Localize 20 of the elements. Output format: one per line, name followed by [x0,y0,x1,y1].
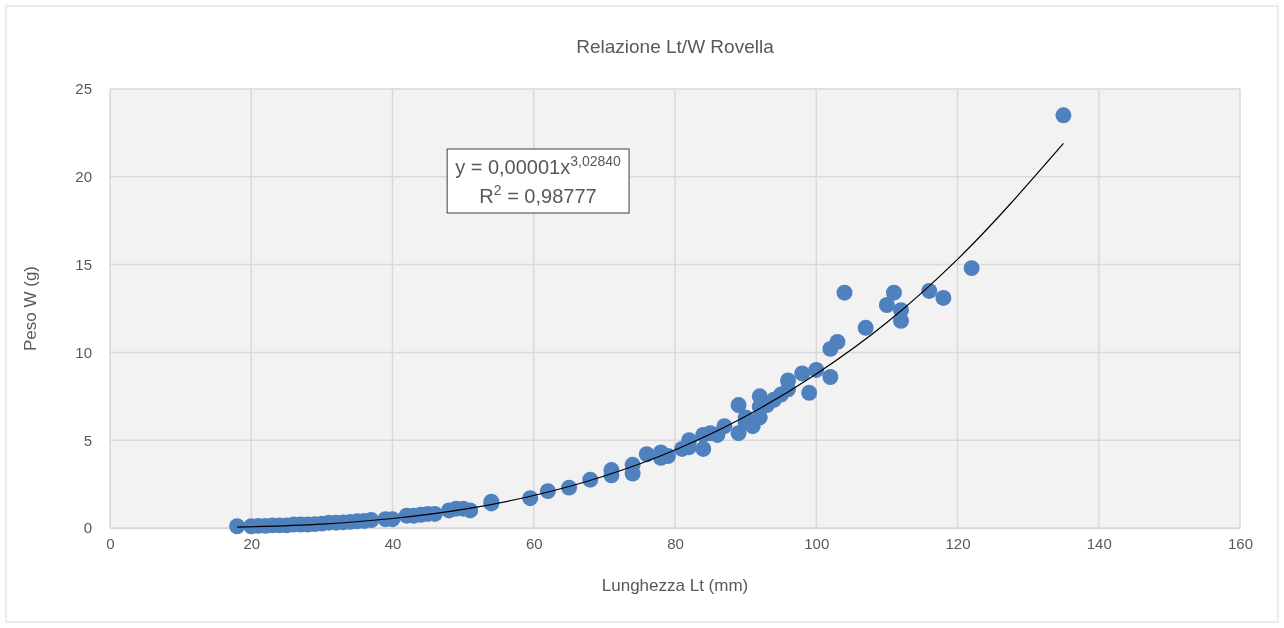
y-tick-label: 15 [75,255,92,273]
y-tick-label: 5 [83,431,92,449]
x-tick-label: 100 [804,534,830,552]
annotation: R$^{2}$ = 0,98777 [479,182,597,207]
y-tick-label: 20 [75,168,92,186]
x-tick-label: 40 [384,534,402,552]
x-tick-label: 80 [667,534,684,552]
y-tick-label: 25 [75,80,92,98]
x-tick-label: 140 [1086,534,1112,552]
x-tick-label: 60 [525,534,543,552]
x-tick-label: 0 [106,534,115,552]
y-tick-label: 0 [83,519,92,537]
x-tick-label: 20 [243,534,261,552]
y-axis-title: Peso W (g) [21,265,40,352]
x-tick-label: 120 [945,534,971,552]
y-tick-label: 10 [75,343,92,361]
x-tick-label: 160 [1227,534,1254,552]
x-axis-title: Lunghezza Lt (mm) [601,576,749,595]
annotation: y = 0,00001x$^{3,02840}$ [455,153,622,178]
chart-title: Relazione Lt/W Rovella [576,36,775,57]
